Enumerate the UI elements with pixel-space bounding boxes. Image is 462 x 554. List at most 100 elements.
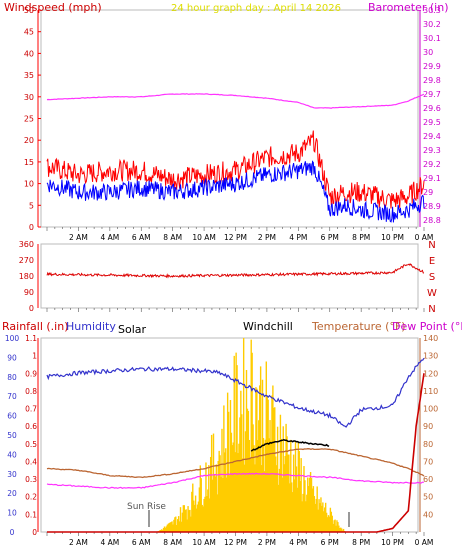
compass-label: E [429,256,435,267]
rain-tick-label: 0.5 [25,440,37,449]
axis-ticks: 2 AM 4 AM 6 AM 8 AM 10 AM 12 PM 2 PM 4 PM 6 PM 8 … [5,6,441,547]
x-tick-label: 4 PM [289,538,307,547]
temperature-tick-label: 50 [423,493,433,502]
temperature-line [46,448,425,479]
wind-tick-label: 50 [24,6,34,15]
rain-tick-label: 0.8 [25,387,37,396]
windspeed-gust-line [46,130,425,209]
x-tick-label: 8 AM [163,538,182,547]
x-tick-label: 4 AM [100,233,119,242]
x-tick-label: 10 AM [192,538,216,547]
barometer-tick-label: 29.2 [423,160,441,169]
wind-tick-label: 0 [29,223,34,232]
rain-tick-label: 0 [32,528,37,537]
sunrise-label: Sun Rise [127,502,166,512]
barometer-tick-label: 29.4 [423,132,441,141]
rain-tick-label: 0.9 [25,369,37,378]
temperature-tick-label: 110 [423,387,438,396]
humidity-tick-label: 80 [7,373,17,382]
direction-tick-label: 90 [24,288,34,297]
wind-tick-label: 5 [29,201,34,210]
x-tick-label: 0 AM [415,233,434,242]
x-tick-label: 10 PM [381,538,404,547]
temperature-tick-label: 140 [423,334,438,343]
temperature-tick-label: 40 [423,510,433,519]
direction-tick-label: 360 [19,240,34,249]
humidity-tick-label: 60 [7,412,17,421]
barometer-tick-label: 29.3 [423,146,441,155]
rain-tick-label: 0.7 [25,405,37,414]
temperature-tick-label: 120 [423,369,438,378]
temperature-tick-label: 100 [423,405,438,414]
humidity-tick-label: 90 [7,353,17,362]
humidity-axis-title: Humidity [66,320,116,333]
barometer-tick-label: 28.8 [423,216,441,225]
barometer-tick-label: 29.1 [423,174,441,183]
x-tick-label: 8 PM [352,538,370,547]
humidity-tick-label: 100 [5,334,20,343]
barometer-tick-label: 29 [423,188,433,197]
compass-label: N [428,304,435,315]
direction-tick-label: 0 [29,304,34,313]
data-series [46,93,425,533]
x-tick-label: 6 AM [132,538,151,547]
barometer-tick-label: 30.1 [423,34,441,43]
wind-tick-label: 45 [24,28,34,37]
humidity-tick-label: 30 [7,470,17,479]
x-tick-label: 2 PM [258,538,276,547]
x-tick-label: 0 AM [415,538,434,547]
x-tick-label: 8 PM [352,233,370,242]
compass-label: N [428,240,435,251]
direction-tick-label: 270 [19,256,34,265]
x-tick-label: 2 AM [69,538,88,547]
rain-tick-label: 0.4 [25,457,37,466]
wind-tick-label: 40 [24,49,34,58]
barometer-tick-label: 28.9 [423,202,441,211]
direction-tick-label: 180 [19,272,34,281]
wind-tick-label: 10 [24,180,34,189]
humidity-tick-label: 50 [7,431,17,440]
windchill-label: Windchill [243,320,293,333]
dewpoint-axis-title: Dew Point (°F) [392,320,462,333]
windspeed-avg-line [46,160,425,223]
compass-label: W [427,288,437,299]
humidity-tick-label: 70 [7,392,17,401]
x-tick-label: 4 PM [289,233,307,242]
rain-tick-label: 1 [32,352,37,361]
barometer-tick-label: 29.9 [423,62,441,71]
x-tick-label: 6 PM [321,538,339,547]
dewpoint-line [46,472,424,489]
wind-tick-label: 15 [24,158,34,167]
x-tick-label: 12 PM [224,233,247,242]
gridlines [37,9,425,536]
humidity-tick-label: 10 [7,509,17,518]
temperature-tick-label: 80 [423,440,433,449]
compass-label: S [429,272,435,283]
x-tick-label: 8 AM [163,233,182,242]
graph-title: 24 hour graph day : April 14 2026 [171,3,341,14]
barometer-tick-label: 30.2 [423,20,441,29]
barometer-line [46,93,425,109]
rain-tick-label: 0.3 [25,475,37,484]
barometer-axis-title: Barometer (in) [368,1,449,14]
barometer-tick-label: 29.8 [423,76,441,85]
direction-panel-frame [40,243,419,309]
humidity-tick-label: 20 [7,489,17,498]
wind-tick-label: 35 [24,71,34,80]
x-tick-label: 10 AM [192,233,216,242]
rain-tick-label: 0.6 [25,422,37,431]
temperature-tick-label: 90 [423,422,433,431]
x-tick-label: 10 PM [381,233,404,242]
windspeed-axis-title: Windspeed (mph) [4,1,102,14]
rainfall-line [47,373,425,533]
wind-direction-line [46,263,425,279]
wind-tick-label: 30 [24,93,34,102]
x-tick-label: 2 AM [69,233,88,242]
barometer-tick-label: 29.5 [423,118,441,127]
x-tick-label: 6 AM [132,233,151,242]
rainfall-axis-title: Rainfall (.in) [2,320,69,333]
barometer-tick-label: 29.7 [423,90,441,99]
barometer-tick-label: 30 [423,48,433,57]
